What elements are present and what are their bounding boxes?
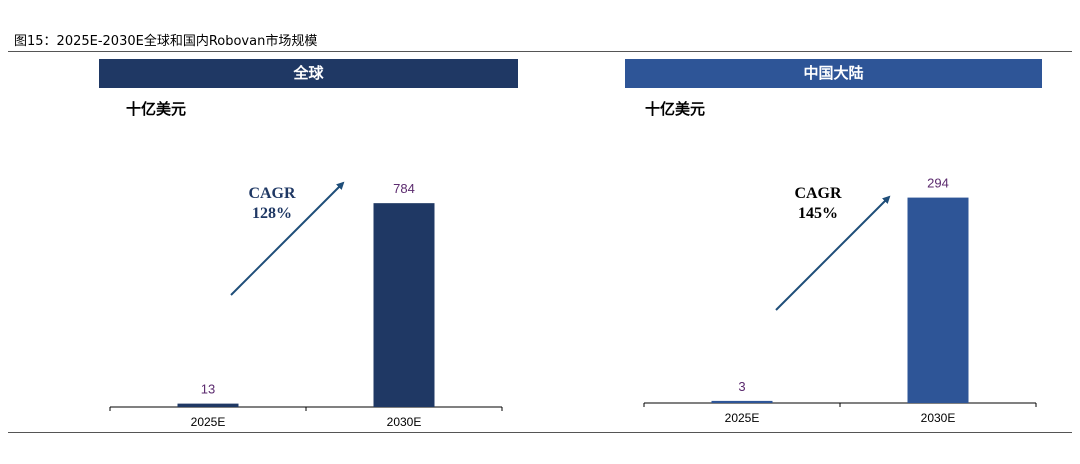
data-label-2030E-global: 784 bbox=[393, 181, 415, 196]
bar-2025E-china bbox=[711, 400, 773, 403]
panel-global: 全球 十亿美元 CAGR 128% 13 2025E 784 2030E bbox=[99, 59, 518, 429]
bar-chart-global: CAGR 128% 13 2025E 784 2030E bbox=[109, 181, 503, 429]
data-label-2025E-global: 13 bbox=[201, 382, 215, 397]
cagr-label-china: CAGR bbox=[794, 185, 842, 202]
bar-2025E-global bbox=[177, 403, 239, 407]
cagr-label-global: CAGR bbox=[248, 185, 296, 202]
cagr-value-global: 128% bbox=[252, 205, 292, 222]
cagr-value-china: 145% bbox=[798, 205, 838, 222]
data-label-2025E-china: 3 bbox=[738, 379, 745, 394]
arrow-cagr-global bbox=[230, 181, 345, 296]
figure-title: 图15：2025E-2030E全球和国内Robovan市场规模 bbox=[14, 34, 318, 49]
x-tick-label-2025E-china: 2025E bbox=[725, 411, 760, 425]
data-label-2030E-china: 294 bbox=[927, 176, 949, 191]
bar-2030E-china bbox=[907, 197, 969, 403]
unit-label-china: 十亿美元 bbox=[645, 100, 706, 118]
top-rule bbox=[8, 51, 1072, 52]
panel-banner-china: 中国大陆 bbox=[625, 59, 1042, 88]
x-tick-label-2030E-china: 2030E bbox=[921, 411, 956, 425]
unit-label-global: 十亿美元 bbox=[126, 100, 187, 118]
x-tick-label-2025E-global: 2025E bbox=[191, 415, 226, 429]
panel-banner-global: 全球 bbox=[99, 59, 518, 88]
bottom-rule bbox=[8, 432, 1072, 433]
arrow-cagr-china bbox=[775, 195, 891, 311]
x-tick-label-2030E-global: 2030E bbox=[387, 415, 422, 429]
bar-2030E-global bbox=[373, 203, 435, 407]
